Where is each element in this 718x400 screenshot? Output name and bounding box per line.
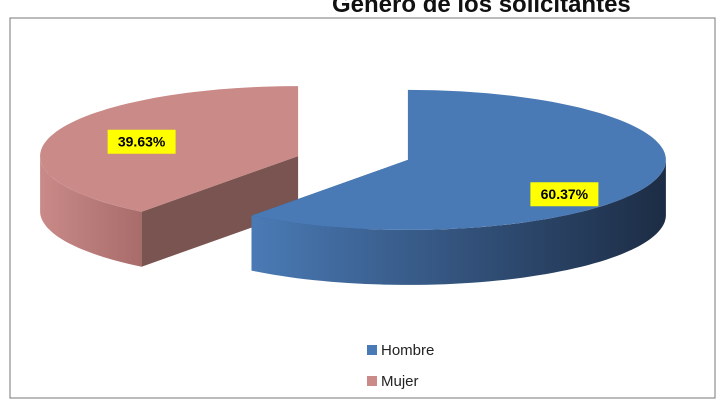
data-label-box [107,129,176,154]
data-label: 39.63% [118,133,166,149]
legend-label: Mujer [381,373,419,390]
slice-side-face [141,156,299,267]
chart-title: Género de los solicitantes [332,0,631,18]
legend-label: Hombre [381,342,434,359]
slice-wall [251,159,666,285]
legend-swatch [367,345,377,355]
data-label-box [530,182,599,207]
legend-swatch [367,376,377,386]
data-label: 60.37% [541,186,589,202]
slice-wall [40,156,142,267]
